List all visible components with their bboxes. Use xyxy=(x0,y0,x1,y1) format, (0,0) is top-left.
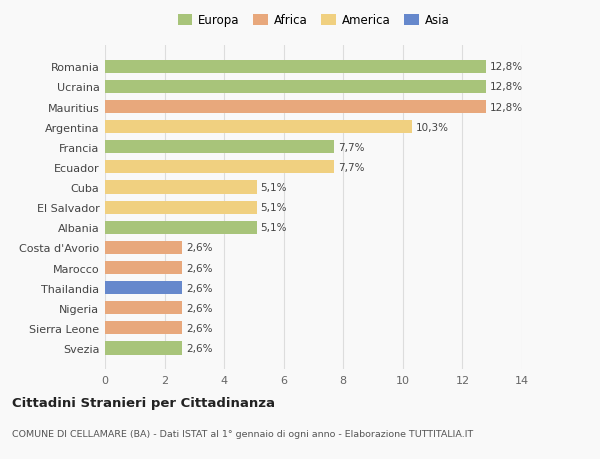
Text: COMUNE DI CELLAMARE (BA) - Dati ISTAT al 1° gennaio di ogni anno - Elaborazione : COMUNE DI CELLAMARE (BA) - Dati ISTAT al… xyxy=(12,429,473,438)
Bar xyxy=(105,262,182,274)
Text: 10,3%: 10,3% xyxy=(415,123,448,132)
Text: 12,8%: 12,8% xyxy=(490,102,523,112)
Text: 2,6%: 2,6% xyxy=(186,343,212,353)
Text: 7,7%: 7,7% xyxy=(338,162,364,173)
Text: 5,1%: 5,1% xyxy=(260,223,287,233)
Bar xyxy=(105,241,182,254)
Bar xyxy=(105,141,334,154)
Text: 12,8%: 12,8% xyxy=(490,62,523,72)
Bar xyxy=(105,161,334,174)
Text: 2,6%: 2,6% xyxy=(186,283,212,293)
Bar xyxy=(105,322,182,335)
Bar xyxy=(105,342,182,355)
Text: 2,6%: 2,6% xyxy=(186,303,212,313)
Text: 7,7%: 7,7% xyxy=(338,142,364,152)
Bar xyxy=(105,201,257,214)
Bar xyxy=(105,101,486,114)
Text: 5,1%: 5,1% xyxy=(260,183,287,193)
Legend: Europa, Africa, America, Asia: Europa, Africa, America, Asia xyxy=(173,10,454,32)
Text: 2,6%: 2,6% xyxy=(186,323,212,333)
Bar xyxy=(105,302,182,314)
Bar xyxy=(105,281,182,295)
Bar xyxy=(105,221,257,234)
Text: Cittadini Stranieri per Cittadinanza: Cittadini Stranieri per Cittadinanza xyxy=(12,396,275,409)
Text: 2,6%: 2,6% xyxy=(186,263,212,273)
Bar xyxy=(105,61,486,73)
Text: 12,8%: 12,8% xyxy=(490,82,523,92)
Bar xyxy=(105,121,412,134)
Text: 5,1%: 5,1% xyxy=(260,203,287,213)
Text: 2,6%: 2,6% xyxy=(186,243,212,253)
Bar xyxy=(105,181,257,194)
Bar xyxy=(105,81,486,94)
